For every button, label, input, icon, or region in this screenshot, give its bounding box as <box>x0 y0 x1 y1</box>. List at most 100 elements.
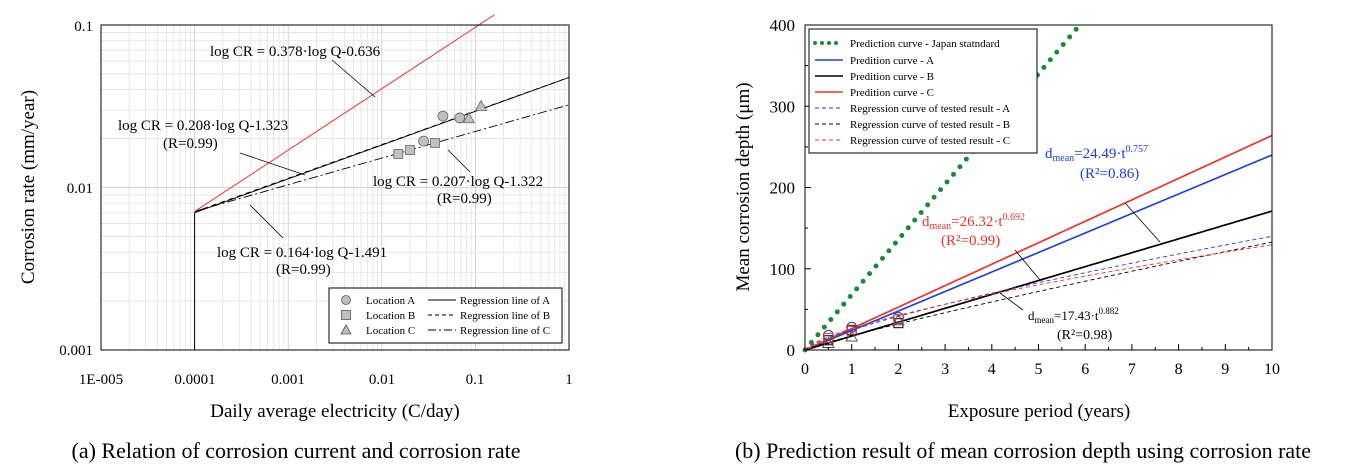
b-leader <box>1124 202 1161 243</box>
b-ann-C-sup: 0.692 <box>1003 212 1026 223</box>
a-series-line <box>194 104 570 212</box>
b-ann-C: dmean=26.32·t0.692 <box>922 212 1025 232</box>
b-ann-A: dmean=24.49·t0.757 <box>1045 144 1148 164</box>
a-xtick: 0.0001 <box>174 372 215 388</box>
b-ann-A-sub: mean <box>1053 153 1075 164</box>
a-leader <box>331 59 376 98</box>
b-legend-label: Regression curve of tested result - C <box>850 135 1010 147</box>
a-point-square <box>405 145 415 155</box>
b-ann-C-r2: (R²=0.99) <box>941 233 1000 249</box>
a-ann-japan: log CR = 0.378·log Q-0.636 <box>210 44 381 60</box>
a-annotations: log CR = 0.378·log Q-0.636 log CR = 0.20… <box>118 44 543 278</box>
a-point-square <box>393 148 404 159</box>
a-ann-C: log CR = 0.164·log Q-1.491 <box>217 245 387 261</box>
a-ann-A-r: (R=0.99) <box>163 136 218 152</box>
b-ann-A-r2: (R²=0.86) <box>1080 166 1139 182</box>
a-ann-B-r: (R=0.99) <box>437 191 492 207</box>
a-ann-A: log CR = 0.208·log Q-1.323 <box>118 118 288 134</box>
b-ann-B-r2: (R²=0.98) <box>1057 328 1113 343</box>
b-point-square <box>893 314 904 325</box>
b-annotations: dmean=24.49·t0.757 (R²=0.86) dmean=26.32… <box>922 144 1161 343</box>
a-series-line <box>194 76 570 213</box>
a-legend-label: Regression line of C <box>460 325 550 337</box>
chart-b-curves <box>802 22 1273 353</box>
a-point-circle <box>418 135 430 147</box>
b-curve <box>804 154 1273 351</box>
b-ann-B: dmean=17.43·t0.882 <box>1028 306 1119 325</box>
b-xtick-label: 0 <box>801 361 809 378</box>
b-xtick-label: 10 <box>1264 361 1280 378</box>
a-ytick: 0.001 <box>59 343 93 359</box>
a-legend-label: Location B <box>366 310 415 322</box>
b-curve <box>804 244 1273 351</box>
b-legend-label: Prediction curve - Japan statndard <box>850 38 1000 50</box>
a-point-circle <box>454 112 466 124</box>
b-legend-label: Predition curve - B <box>850 71 934 83</box>
a-legend-marker-triangle <box>340 324 352 335</box>
b-ann-B-sup: 0.882 <box>1099 306 1119 316</box>
a-leader <box>239 152 306 176</box>
b-legend-label: Regression curve of tested result - B <box>850 119 1010 131</box>
chart-a-points <box>393 99 488 159</box>
b-xtick-label: 6 <box>1081 361 1089 378</box>
b-curve <box>804 134 1273 351</box>
b-legend-label: Regression curve of tested result - A <box>850 103 1010 115</box>
b-curve <box>804 241 1273 351</box>
b-legend-label: Predition curve - C <box>850 87 934 99</box>
a-series-line <box>194 77 570 214</box>
a-legend-label: Regression line of B <box>460 310 550 322</box>
b-leader <box>1014 249 1041 281</box>
b-ann-B-base: d <box>1028 308 1035 323</box>
b-curve <box>802 22 1083 353</box>
a-legend-marker-square <box>341 310 351 320</box>
a-point-circle <box>437 110 449 122</box>
a-ann-B: log CR = 0.207·log Q-1.322 <box>373 174 543 190</box>
b-point-triangle <box>892 313 905 326</box>
a-ann-C-r: (R=0.99) <box>276 262 331 278</box>
a-ytick: 0.1 <box>74 19 93 35</box>
b-ann-B-sub: mean <box>1035 315 1055 325</box>
b-xtick-label: 1 <box>848 361 856 378</box>
a-xtick: 1E-005 <box>79 372 123 388</box>
b-caption: (b) Prediction result of mean corrosion … <box>735 438 1311 463</box>
b-point-square <box>846 324 857 335</box>
b-ann-A-base: d <box>1045 146 1053 162</box>
b-ann-C-rest: =26.32·t <box>951 214 1003 230</box>
b-legend-box <box>808 28 1038 154</box>
b-xtick-label: 8 <box>1175 361 1183 378</box>
a-ytick: 0.01 <box>67 181 93 197</box>
b-curve <box>804 210 1273 351</box>
b-ylabel: Mean corrosion depth (μm) <box>733 82 754 291</box>
a-xtick: 1 <box>565 372 573 388</box>
b-ann-C-sub: mean <box>930 221 952 232</box>
chart-a-frame <box>100 24 570 351</box>
a-series-line <box>194 14 495 212</box>
a-legend-label: Location C <box>366 325 415 337</box>
b-ytick-label: 200 <box>770 179 796 198</box>
a-point-square <box>430 138 440 148</box>
a-point-triangle <box>462 111 475 124</box>
chart-a-tick-labels: 1E-005 0.0001 0.001 0.01 0.1 1 0.001 0.0… <box>59 19 573 388</box>
a-point-triangle <box>474 99 488 111</box>
b-leader <box>999 292 1024 311</box>
b-ytick-label: 400 <box>770 16 796 35</box>
b-ytick-label: 300 <box>770 97 796 116</box>
chart-b-points <box>822 312 905 348</box>
a-xtick: 0.1 <box>466 372 485 388</box>
a-legend-label: Regression line of A <box>460 295 550 307</box>
a-xlabel: Daily average electricity (C/day) <box>210 401 460 422</box>
b-ytick-label: 0 <box>787 341 796 360</box>
a-legend-marker-circle <box>341 295 351 305</box>
a-caption: (a) Relation of corrosion current and co… <box>72 438 521 463</box>
b-ann-A-sup: 0.757 <box>1126 144 1149 155</box>
a-ylabel: Corrosion rate (mm/year) <box>18 90 39 284</box>
a-legend: Location A Regression line of A Location… <box>328 287 563 344</box>
b-xtick-label: 4 <box>988 361 996 378</box>
a-leader <box>249 204 284 239</box>
b-ann-A-rest: =24.49·t <box>1074 146 1126 162</box>
b-xtick-label: 2 <box>894 361 902 378</box>
b-xtick-label: 3 <box>941 361 949 378</box>
